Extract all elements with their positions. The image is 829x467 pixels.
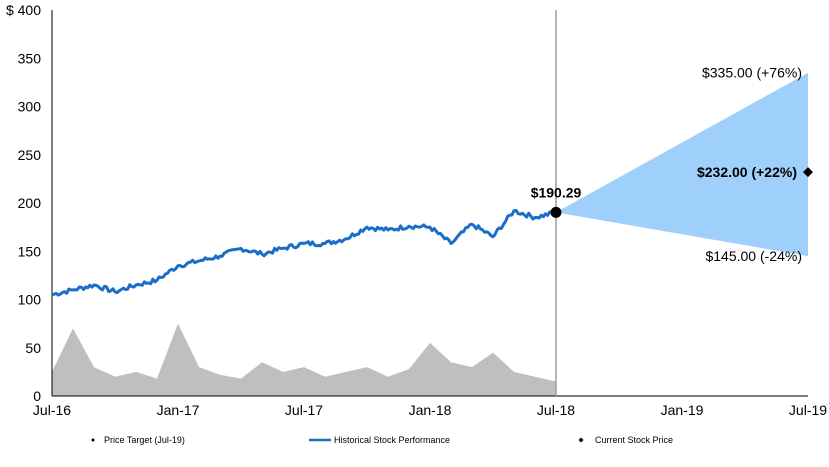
y-tick-label: 200 <box>18 195 42 211</box>
y-tick-label: 0 <box>33 388 41 404</box>
x-tick-label: Jul-17 <box>285 402 323 418</box>
y-tick-label: 250 <box>18 147 42 163</box>
legend-diamond-marker <box>578 437 584 443</box>
y-tick-label: 350 <box>18 50 42 66</box>
x-tick-label: Jul-19 <box>789 402 827 418</box>
current-price-dot <box>550 206 562 218</box>
x-tick-label: Jan-17 <box>157 402 200 418</box>
historical-price-line <box>51 209 557 297</box>
markers-layer <box>550 167 813 218</box>
price-target-cone-layer <box>556 72 808 257</box>
price-target-diamond <box>803 167 813 178</box>
price-target-cone <box>556 72 808 257</box>
target-mid-label: $232.00 (+22%) <box>697 164 797 180</box>
x-tick-label: Jan-18 <box>409 402 452 418</box>
target-high-label: $335.00 (+76%) <box>702 65 802 81</box>
current-price-label: $190.29 <box>531 184 582 200</box>
x-tick-label: Jul-18 <box>537 402 575 418</box>
volume-layer <box>52 323 556 396</box>
y-tick-label: 100 <box>18 292 42 308</box>
legend-label-historical: Historical Stock Performance <box>334 435 450 445</box>
legend-label-current-price: Current Stock Price <box>595 435 673 445</box>
volume-area <box>52 323 556 396</box>
y-tick-label: 50 <box>25 340 41 356</box>
legend-label-price-target: Price Target (Jul-19) <box>104 435 185 445</box>
x-tick-label: Jan-19 <box>661 402 704 418</box>
x-tick-label: Jul-16 <box>33 402 71 418</box>
y-tick-label: $ 400 <box>6 2 41 18</box>
legend: Price Target (Jul-19) Historical Stock Pe… <box>91 435 673 445</box>
labels-layer: $190.29 $335.00 (+76%) $232.00 (+22%) $145.… <box>531 65 802 264</box>
target-low-label: $145.00 (-24%) <box>705 248 802 264</box>
price-line-layer <box>51 209 557 297</box>
legend-dot-marker <box>91 438 95 442</box>
y-tick-label: 150 <box>18 243 42 259</box>
y-tick-label: 300 <box>18 99 42 115</box>
